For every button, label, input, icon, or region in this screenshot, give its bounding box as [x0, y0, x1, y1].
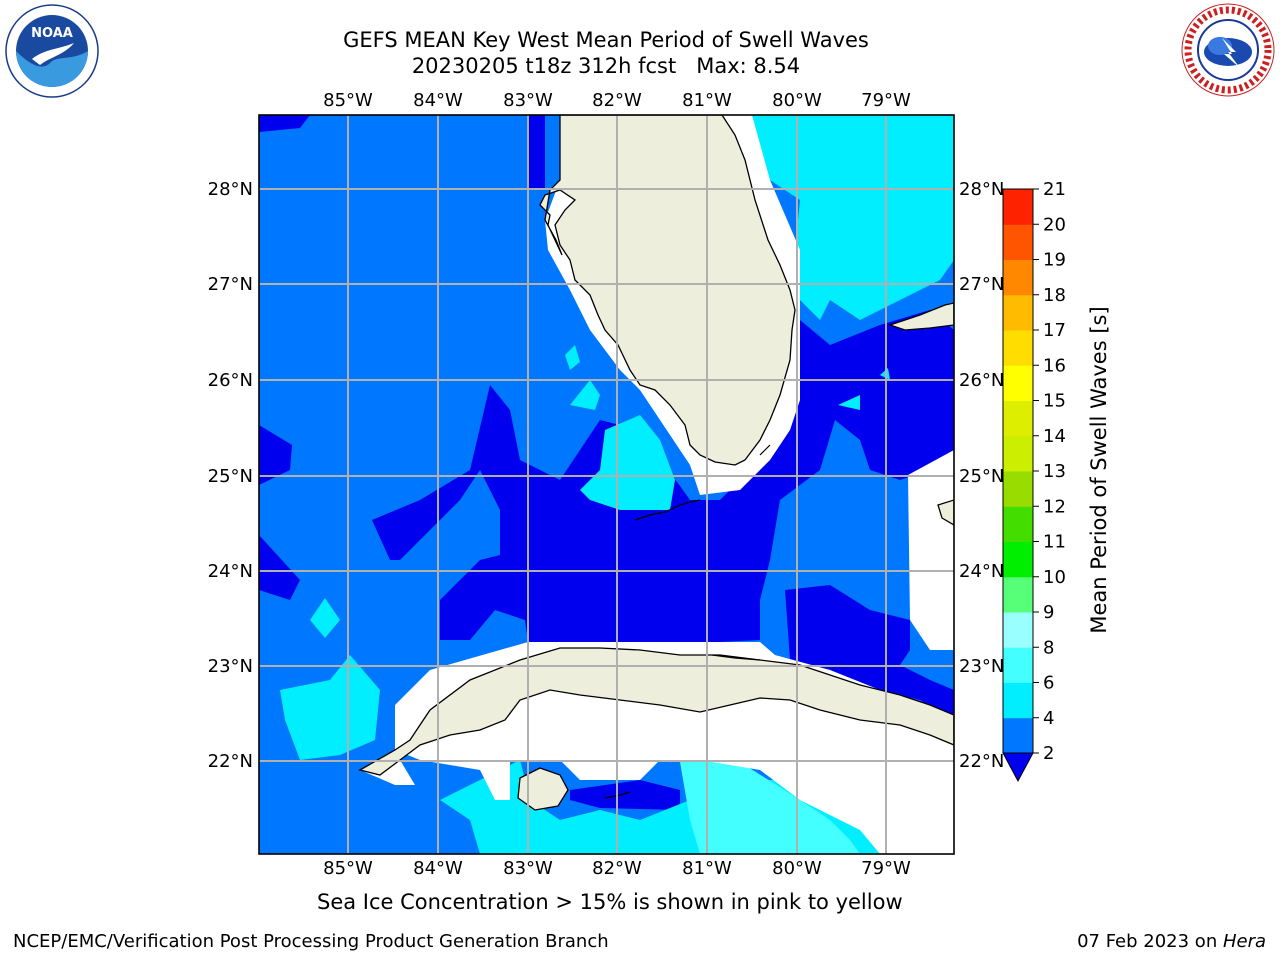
colorbar-segment: [1003, 576, 1033, 613]
lat-label-left: 24°N: [208, 561, 253, 582]
colorbar-tick-label: 8: [1043, 637, 1054, 658]
colorbar-segment: [1003, 189, 1033, 225]
lat-label-right: 22°N: [959, 751, 1004, 772]
lon-label-top: 81°W: [682, 90, 732, 111]
lat-label-left: 28°N: [208, 179, 253, 200]
lon-label-bottom: 83°W: [503, 858, 553, 879]
lat-labels: 28°N 27°N 26°N 25°N 24°N 23°N 22°N 28°N …: [208, 179, 1005, 772]
colorbar-segment: [1003, 294, 1033, 331]
cuba-land: [358, 647, 954, 776]
lat-label-left: 27°N: [208, 274, 253, 295]
lat-label-right: 24°N: [959, 561, 1004, 582]
bahamas-land: [887, 302, 954, 331]
florida-keys: [604, 444, 771, 799]
colorbar-tick-label: 21: [1043, 179, 1066, 200]
lat-label-right: 27°N: [959, 274, 1004, 295]
lat-label-left: 23°N: [208, 656, 253, 677]
noaa-logo: NOAA: [2, 3, 102, 99]
chart-title-line2: 20230205 t18z 312h fcst Max: 8.54: [411, 54, 801, 78]
colorbar-tick-label: 4: [1043, 708, 1054, 729]
colorbar-segment: [1003, 647, 1033, 683]
noaa-logo-text: NOAA: [31, 26, 73, 41]
colorbar-segment: [1003, 612, 1033, 648]
colorbar-tick-label: 19: [1043, 250, 1066, 271]
colorbar-segment: [1003, 471, 1033, 507]
lat-label-right: 25°N: [959, 466, 1004, 487]
period-6-8-regions: [680, 762, 860, 854]
lat-label-right: 28°N: [959, 179, 1004, 200]
sea-ice-note: Sea Ice Concentration > 15% is shown in …: [317, 890, 903, 914]
isle-of-youth-land: [517, 767, 569, 811]
colorbar-tick-label: 2: [1043, 743, 1054, 764]
colorbar-segment: [1003, 400, 1033, 437]
colorbar-tick-label: 6: [1043, 673, 1054, 694]
lon-label-bottom: 79°W: [861, 858, 911, 879]
colorbar-extend-triangle: [1002, 752, 1034, 783]
lat-label-left: 22°N: [208, 751, 253, 772]
colorbar-label: Mean Period of Swell Waves [s]: [1087, 306, 1111, 633]
colorbar-tick-labels: 2 4 6 8 9 10 11 12 13 14 15 16 17 18 19 20 21: [1043, 179, 1066, 764]
colorbar-tick-label: 20: [1043, 214, 1066, 235]
colorbar-segment: [1003, 259, 1033, 296]
colorbar-tick-label: 15: [1043, 391, 1066, 412]
colorbar-segment: [1003, 541, 1033, 578]
lat-label-right: 23°N: [959, 656, 1004, 677]
colorbar-segment: [1003, 717, 1033, 754]
swell-period-field: [259, 115, 954, 854]
colorbar-tick-label: 10: [1043, 567, 1066, 588]
lon-label-bottom: 81°W: [682, 858, 732, 879]
footer-branch: NCEP/EMC/Verification Post Processing Pr…: [13, 931, 609, 952]
colorbar-tick-label: 9: [1043, 602, 1054, 623]
colorbar-tick-label: 18: [1043, 285, 1066, 306]
lon-label-top: 84°W: [413, 90, 463, 111]
colorbar-tick-label: 11: [1043, 532, 1066, 553]
florida-land: [539, 115, 796, 466]
colorbar-segment: [1003, 506, 1033, 542]
colorbar-segment: [1003, 224, 1033, 260]
lon-label-top: 83°W: [503, 90, 553, 111]
lon-label-bottom: 80°W: [772, 858, 822, 879]
lon-label-bottom: 85°W: [323, 858, 373, 879]
footer-date: 07 Feb 2023 on Hera: [1077, 931, 1266, 952]
lat-label-right: 26°N: [959, 370, 1004, 391]
lat-label-left: 26°N: [208, 370, 253, 391]
lon-label-top: 80°W: [772, 90, 822, 111]
colorbar-segment: [1003, 435, 1033, 472]
lon-label-top: 82°W: [592, 90, 642, 111]
land-masses: [358, 115, 954, 811]
colorbar-tick-label: 17: [1043, 320, 1066, 341]
footer-machine: Hera: [1222, 931, 1266, 952]
colorbar-segment: [1003, 330, 1033, 366]
colorbar-segment: [1003, 682, 1033, 719]
lat-label-left: 25°N: [208, 466, 253, 487]
map-frame: [258, 114, 955, 855]
colorbar: [1002, 188, 1039, 783]
footer-date-text: 07 Feb 2023 on: [1077, 931, 1223, 952]
colorbar-segment: [1003, 365, 1033, 401]
lon-labels: 85°W 84°W 83°W 82°W 81°W 80°W 79°W 85°W …: [323, 90, 911, 879]
lon-label-top: 79°W: [861, 90, 911, 111]
colorbar-tick-label: 13: [1043, 461, 1066, 482]
lon-label-bottom: 84°W: [413, 858, 463, 879]
lon-label-top: 85°W: [323, 90, 373, 111]
chart-title-line1: GEFS MEAN Key West Mean Period of Swell …: [343, 28, 869, 52]
colorbar-tick-label: 12: [1043, 496, 1066, 517]
colorbar-tick-label: 14: [1043, 426, 1066, 447]
graticule: [259, 115, 954, 854]
colorbar-tick-label: 16: [1043, 355, 1066, 376]
nws-logo: [1178, 2, 1278, 98]
lon-label-bottom: 82°W: [592, 858, 642, 879]
